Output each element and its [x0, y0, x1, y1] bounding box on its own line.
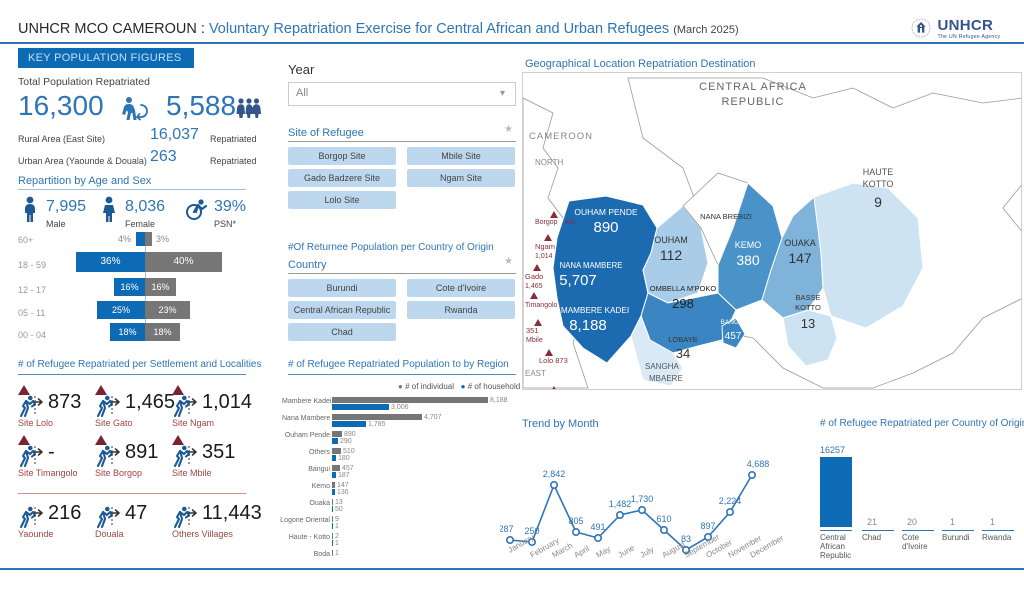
svg-text:34: 34: [676, 346, 690, 361]
svg-text:2,842: 2,842: [543, 469, 566, 479]
svg-text:KEMO: KEMO: [735, 240, 762, 250]
svg-text:4,688: 4,688: [747, 459, 770, 469]
svg-text:OMBELLA M'POKO: OMBELLA M'POKO: [650, 284, 717, 293]
svg-text:May: May: [595, 544, 613, 559]
svg-text:CENTRAL AFRICA: CENTRAL AFRICA: [699, 81, 807, 93]
svg-text:HAUTE: HAUTE: [863, 167, 894, 177]
svg-text:OUHAM: OUHAM: [654, 235, 688, 245]
svg-text:MBAERE: MBAERE: [649, 374, 683, 383]
svg-text:1,014: 1,014: [535, 253, 553, 260]
svg-text:1,482: 1,482: [609, 499, 632, 509]
svg-text:Gado: Gado: [525, 272, 543, 281]
svg-text:351: 351: [526, 326, 539, 335]
svg-text:July: July: [639, 545, 656, 560]
svg-text:147: 147: [788, 250, 812, 266]
svg-text:457: 457: [725, 331, 742, 342]
svg-text:8,188: 8,188: [569, 317, 607, 334]
svg-text:890: 890: [593, 219, 618, 236]
svg-text:MAMBERE KADEI: MAMBERE KADEI: [561, 306, 629, 315]
svg-text:April: April: [573, 544, 592, 560]
svg-text:5,707: 5,707: [559, 272, 597, 289]
svg-text:OUHAM PENDE: OUHAM PENDE: [574, 207, 638, 217]
svg-text:Lolo 873: Lolo 873: [539, 356, 568, 365]
svg-text:1,730: 1,730: [631, 494, 654, 504]
svg-text:287: 287: [500, 524, 514, 534]
svg-text:897: 897: [700, 521, 715, 531]
svg-text:EAST: EAST: [525, 369, 546, 378]
svg-text:Mbile: Mbile: [526, 337, 543, 344]
svg-text:Borgop: Borgop: [535, 219, 558, 226]
svg-text:805: 805: [568, 516, 583, 526]
svg-text:891: 891: [565, 219, 576, 226]
svg-text:OUAKA: OUAKA: [784, 238, 816, 248]
svg-text:610: 610: [656, 514, 671, 524]
svg-text:2,224: 2,224: [719, 496, 742, 506]
svg-text:NORTH: NORTH: [535, 158, 564, 167]
svg-text:BASSE: BASSE: [795, 293, 820, 302]
svg-text:13: 13: [801, 316, 815, 331]
svg-text:380: 380: [736, 252, 760, 268]
svg-text:112: 112: [660, 247, 683, 263]
svg-text:KOTTO: KOTTO: [863, 179, 894, 189]
svg-text:Ngam: Ngam: [535, 242, 555, 251]
svg-text:BANGUI: BANGUI: [721, 319, 746, 326]
svg-text:9: 9: [874, 194, 882, 210]
svg-text:KOTTO: KOTTO: [795, 303, 821, 312]
svg-text:298: 298: [672, 296, 694, 311]
svg-text:CAMEROON: CAMEROON: [529, 131, 593, 142]
svg-text:NANA MAMBERE: NANA MAMBERE: [560, 261, 623, 270]
svg-text:REPUBLIC: REPUBLIC: [721, 96, 784, 108]
svg-text:LOBAYE: LOBAYE: [668, 335, 697, 344]
svg-text:491: 491: [590, 522, 605, 532]
svg-text:NANA BREBIZI: NANA BREBIZI: [700, 212, 752, 221]
svg-text:Timangolo: Timangolo: [525, 302, 558, 309]
svg-text:June: June: [617, 543, 637, 560]
svg-text:1,465: 1,465: [525, 283, 543, 290]
svg-text:SANGHA: SANGHA: [645, 362, 679, 371]
